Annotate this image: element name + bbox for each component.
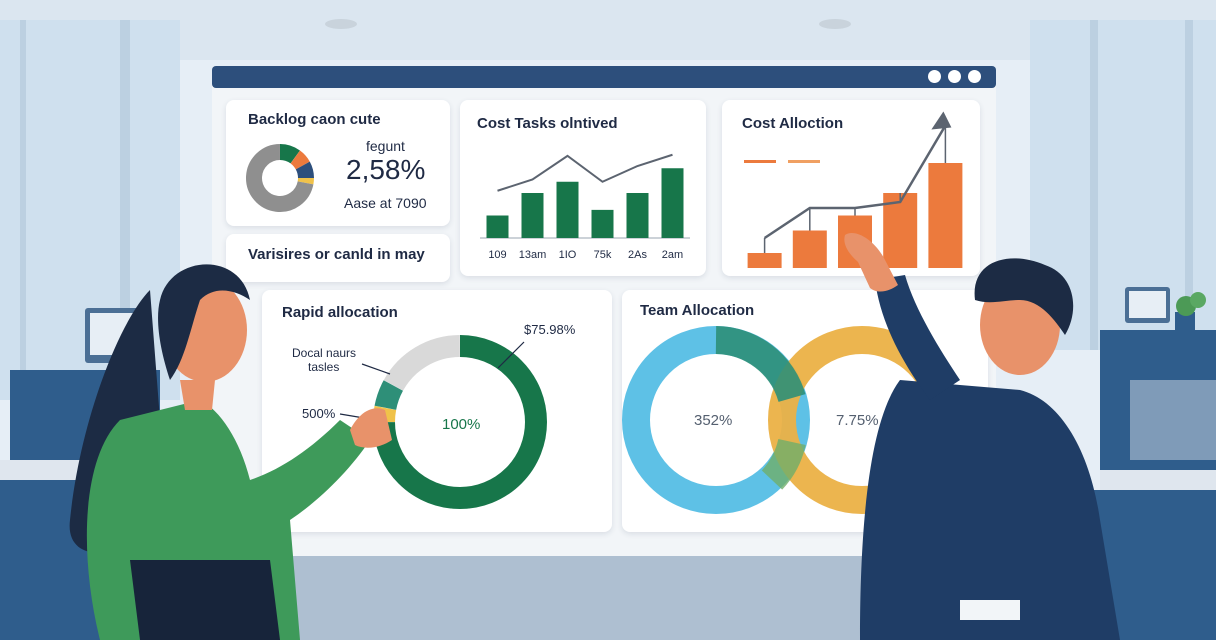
cost-tasks-card[interactable]: Cost Tasks olntived 109 13am 1IO 75k 2As 2am [460,100,706,276]
team-title: Team Allocation [640,302,755,319]
team-right-value: 7.75% [836,412,879,429]
woman-figure [69,264,392,640]
rapid-ring-segment-0 [373,335,547,509]
cost-allocation-card[interactable]: Cost Alloction [722,100,980,276]
cost-tasks-title: Cost Tasks olntived [477,115,618,132]
window-titlebar [212,66,996,88]
woman-hand[interactable] [350,408,392,448]
rapid-callout-left-2: tasles [308,360,340,374]
backlog-card[interactable]: Backlog caon cute fegunt 2,58% Aase at 7… [226,100,450,226]
team-ring-overlap-bottom [761,438,806,490]
plant-pot [1175,312,1195,330]
team-left-value: 352% [694,412,733,429]
cost-tasks-tick-3: 75k [594,249,612,261]
cost-tasks-bar-4 [626,193,649,238]
backlog-slice-4 [246,144,314,212]
cost-alloc-arrow-head [931,111,952,130]
rapid-callout-top-line [497,341,525,369]
rapid-ring-segment-2 [374,380,404,411]
cost-tasks-tick-2: 1IO [559,249,577,261]
cost-tasks-bar-0 [486,215,509,238]
backlog-title: Backlog caon cute [248,111,381,128]
cost-tasks-line [497,153,673,192]
cost-tasks-bar-1 [521,193,544,238]
cost-tasks-chart: 109 13am 1IO 75k 2As 2am [480,153,690,261]
rapid-ring-segment-3 [383,335,461,392]
variance-title: Varisires or canld in may [248,246,425,263]
man-figure [844,232,1120,640]
man-hand[interactable] [844,232,898,292]
rapid-callout-top: $75.98% [524,322,576,337]
cost-tasks-bar-3 [591,209,614,238]
ceiling-light-left [325,19,357,29]
cost-tasks-tick-1: 13am [519,249,547,261]
cost-tasks-tick-5: 2am [662,249,683,261]
man-sweater [860,380,1120,640]
woman-hair-front [158,264,250,380]
rapid-callout-bottom: 500% [302,406,336,421]
backlog-slice-1 [290,150,310,170]
woman-neck [180,380,215,410]
cost-alloc-bar-3 [883,193,918,268]
ceiling [0,0,1216,60]
cost-alloc-bar-0 [747,253,782,268]
window-controls [928,70,988,84]
man-badge [960,600,1020,620]
rapid-callout-left-line [361,363,391,375]
window-control-dot-3[interactable] [968,70,981,83]
cost-alloc-bar-4 [928,163,963,268]
ceiling-light-right [819,19,851,29]
cost-tasks-bar-2 [556,181,579,238]
backlog-sub: Aase at 7090 [344,195,427,211]
cost-allocation-title: Cost Alloction [742,115,844,132]
rapid-title: Rapid allocation [282,304,398,321]
cost-tasks-tick-4: 2As [628,249,647,261]
legend-line-2 [788,160,820,163]
backlog-slice-0 [279,144,300,164]
cost-alloc-trend-line [763,124,947,240]
team-ring-overlap-top [715,326,806,403]
backlog-value: 2,58% [346,154,426,185]
man-arm [875,275,960,400]
window-control-dot-2[interactable] [948,70,961,83]
backlog-donut [246,144,314,212]
cost-alloc-bar-1 [792,230,827,268]
man-hair [974,258,1074,335]
rapid-callout-left-1: Docal naurs [292,346,357,360]
window-control-dot-1[interactable] [928,70,941,83]
variance-card[interactable]: Varisires or canld in may [226,234,450,282]
cost-tasks-tick-0: 109 [488,249,506,261]
backlog-slice-2 [295,161,314,179]
rapid-center-label: 100% [442,416,481,433]
cost-tasks-bar-5 [661,168,684,238]
backlog-label: fegunt [366,138,405,154]
woman-pants [130,560,280,640]
legend-line-1 [744,160,776,163]
rapid-ring-chart [339,335,547,509]
